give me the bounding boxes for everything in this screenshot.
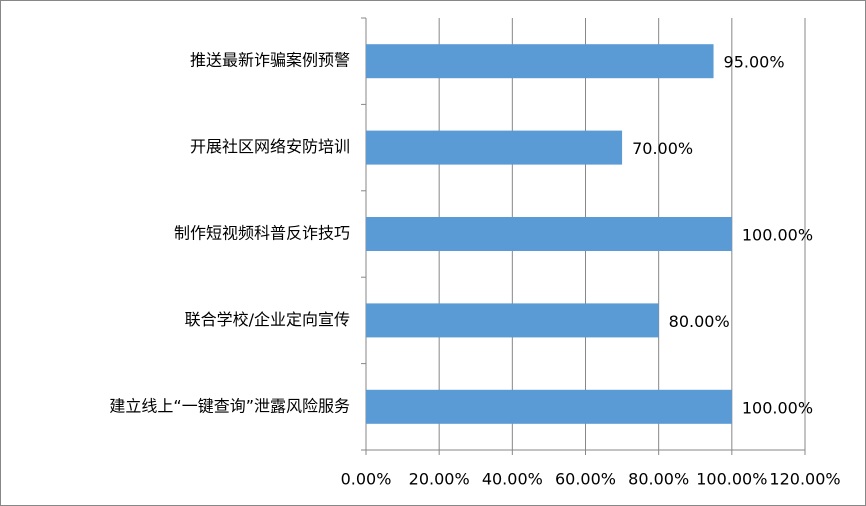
bar: [366, 44, 714, 79]
x-tick-label: 40.00%: [482, 470, 543, 489]
x-tick-label: 100.00%: [696, 470, 767, 489]
y-tick-label: 推送最新诈骗案例预警: [190, 51, 350, 70]
x-tick-label: 80.00%: [628, 470, 689, 489]
x-tick-label: 0.00%: [341, 470, 392, 489]
value-label: 100.00%: [742, 226, 813, 245]
bar: [366, 217, 732, 251]
y-tick-label: 建立线上“一键查询”泄露风险服务: [109, 396, 350, 415]
x-tick-label: 20.00%: [409, 470, 470, 489]
bar: [366, 130, 623, 165]
y-tick-label: 联合学校/企业定向宣传: [185, 310, 350, 329]
y-tick-label: 制作短视频科普反诈技巧: [174, 224, 350, 243]
bar: [366, 389, 732, 424]
value-label: 100.00%: [742, 398, 813, 417]
x-tick-label: 60.00%: [555, 470, 616, 489]
value-label: 70.00%: [632, 139, 693, 158]
bar: [366, 303, 659, 338]
y-tick-label: 开展社区网络安防培训: [190, 137, 350, 156]
value-label: 95.00%: [724, 53, 785, 72]
x-tick-label: 120.00%: [769, 470, 840, 489]
value-label: 80.00%: [669, 312, 730, 331]
